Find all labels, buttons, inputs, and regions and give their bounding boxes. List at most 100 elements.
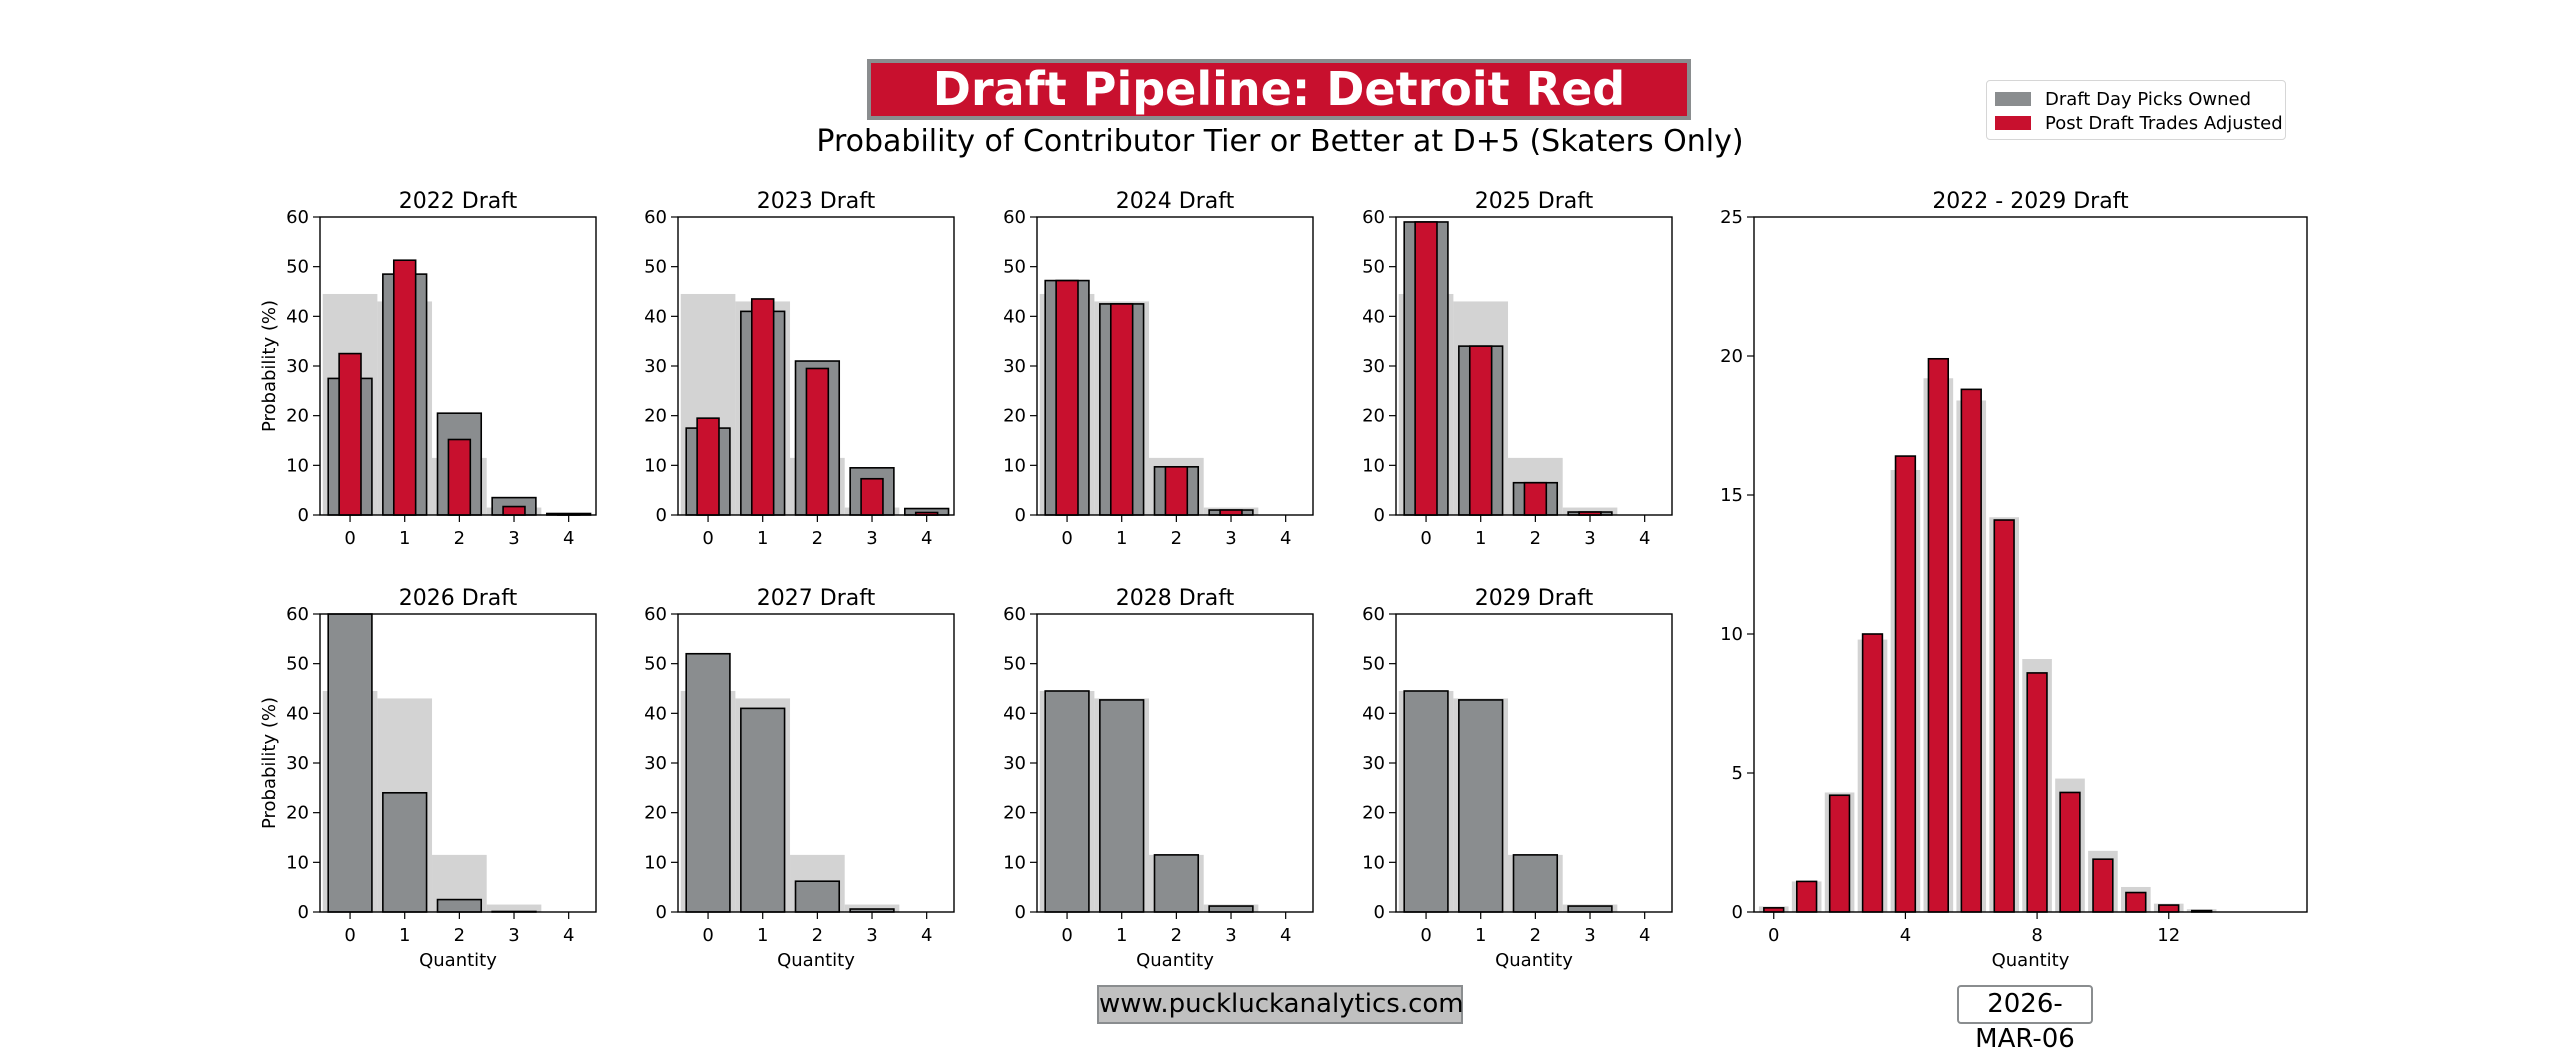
panel-9-bar-adjusted-11: [2126, 893, 2146, 912]
panel-4-xtick-label: 4: [1639, 528, 1650, 549]
panel-3-ytick-label: 60: [1003, 207, 1026, 228]
panel-1-bar-adjusted-2: [448, 440, 470, 515]
panel-6-xtick-label: 1: [757, 925, 768, 946]
panel-9-ytick-label: 0: [1732, 902, 1743, 923]
panel-6-ytick-label: 40: [644, 703, 667, 724]
panel-8-xtick-label: 3: [1584, 925, 1595, 946]
panel-8-ytick-label: 40: [1362, 703, 1385, 724]
panel-6-ytick-label: 30: [644, 753, 667, 774]
panel-3-bar-adjusted-1: [1111, 304, 1133, 515]
panel-7-xtick-label: 2: [1171, 925, 1182, 946]
panel-6-bar-owned-2: [796, 881, 840, 912]
panel-2-xtick-label: 1: [757, 528, 768, 549]
panel-8-ytick-label: 20: [1362, 803, 1385, 824]
panel-3-bar-adjusted-0: [1056, 281, 1078, 515]
panel-6-title: 2027 Draft: [757, 586, 876, 611]
panel-2-ytick-label: 40: [644, 306, 667, 327]
panel-9-title: 2022 - 2029 Draft: [1932, 189, 2129, 214]
panel-3-ytick-label: 20: [1003, 406, 1026, 427]
panel-5-xtick-label: 0: [344, 925, 355, 946]
panel-2-ytick-label: 60: [644, 207, 667, 228]
panel-6-xtick-label: 0: [702, 925, 713, 946]
panel-8-xtick-label: 0: [1420, 925, 1431, 946]
panel-9-ytick-label: 20: [1720, 346, 1743, 367]
panel-8-ytick-label: 30: [1362, 753, 1385, 774]
panel-9-ytick-label: 10: [1720, 624, 1743, 645]
panel-9-bar-adjusted-10: [2093, 859, 2113, 912]
panel-4-title: 2025 Draft: [1475, 189, 1594, 214]
panel-1-ylabel: Probability (%): [259, 300, 280, 432]
panel-1-ytick-label: 40: [286, 306, 309, 327]
panel-3-title: 2024 Draft: [1116, 189, 1235, 214]
website-label: www.puckluckanalytics.com: [1097, 985, 1463, 1024]
panel-3-xtick-label: 2: [1171, 528, 1182, 549]
panel-2-ytick-label: 30: [644, 356, 667, 377]
panel-4-xtick-label: 0: [1420, 528, 1431, 549]
panel-8-xlabel: Quantity: [1495, 950, 1573, 971]
panel-1-bar-adjusted-3: [503, 507, 525, 515]
panel-2-bar-adjusted-3: [861, 479, 883, 515]
panel-6-bar-owned-0: [686, 654, 730, 912]
panel-7-xlabel: Quantity: [1136, 950, 1214, 971]
panel-9-bar-adjusted-6: [1961, 389, 1981, 912]
panel-6-ytick-label: 60: [644, 604, 667, 625]
panel-1-xtick-label: 2: [454, 528, 465, 549]
panel-6-xtick-label: 4: [921, 925, 932, 946]
panel-8-bar-owned-0: [1404, 691, 1448, 912]
panel-4-ytick-label: 50: [1362, 257, 1385, 278]
panel-1-ytick-label: 50: [286, 257, 309, 278]
panel-8-xtick-label: 4: [1639, 925, 1650, 946]
panel-3-ytick-label: 0: [1015, 505, 1026, 526]
panel-4-ytick-label: 40: [1362, 306, 1385, 327]
panel-9-xtick-label: 8: [2031, 925, 2042, 946]
panel-2-bar-adjusted-1: [752, 299, 774, 515]
panel-5-bar-owned-0: [328, 614, 372, 912]
panel-7-ytick-label: 60: [1003, 604, 1026, 625]
panel-2-bar-adjusted-0: [697, 418, 719, 515]
panel-5-ytick-label: 20: [286, 803, 309, 824]
panel-1-xtick-label: 3: [508, 528, 519, 549]
panel-7-ytick-label: 10: [1003, 852, 1026, 873]
panel-8-bar-owned-2: [1514, 855, 1558, 912]
panel-9-xtick-label: 0: [1768, 925, 1779, 946]
panel-8-xtick-label: 2: [1530, 925, 1541, 946]
panel-4-ytick-label: 10: [1362, 455, 1385, 476]
panel-8-title: 2029 Draft: [1475, 586, 1594, 611]
panel-2-ytick-label: 50: [644, 257, 667, 278]
panel-9-ytick-label: 5: [1732, 763, 1743, 784]
panel-4-ytick-label: 0: [1374, 505, 1385, 526]
panel-7-title: 2028 Draft: [1116, 586, 1235, 611]
panel-7-ytick-label: 0: [1015, 902, 1026, 923]
panel-5-ytick-label: 60: [286, 604, 309, 625]
date-label: 2026-MAR-06: [1957, 985, 2093, 1024]
panel-2-xtick-label: 2: [812, 528, 823, 549]
panel-5-bar-owned-1: [383, 793, 427, 912]
panel-2-xtick-label: 3: [866, 528, 877, 549]
panel-7-bar-owned-1: [1100, 700, 1144, 912]
panel-4-bar-adjusted-2: [1524, 483, 1546, 515]
panel-7-bar-owned-0: [1045, 691, 1089, 912]
panel-7-ytick-label: 50: [1003, 654, 1026, 675]
panel-2-ytick-label: 10: [644, 455, 667, 476]
panel-3-ytick-label: 40: [1003, 306, 1026, 327]
panel-4-ytick-label: 30: [1362, 356, 1385, 377]
panel-9-ytick-label: 15: [1720, 485, 1743, 506]
panel-6-ytick-label: 20: [644, 803, 667, 824]
panel-1-bar-adjusted-0: [339, 354, 361, 515]
panel-4-xtick-label: 1: [1475, 528, 1486, 549]
panel-6-xlabel: Quantity: [777, 950, 855, 971]
panel-8-xtick-label: 1: [1475, 925, 1486, 946]
panel-6-ytick-label: 0: [656, 902, 667, 923]
panel-8-ytick-label: 50: [1362, 654, 1385, 675]
panel-9-xtick-label: 4: [1900, 925, 1911, 946]
panel-1-bar-adjusted-1: [394, 260, 416, 515]
panel-5-title: 2026 Draft: [399, 586, 518, 611]
panel-5-ytick-label: 30: [286, 753, 309, 774]
panel-9-bar-adjusted-7: [1994, 520, 2014, 912]
panel-3-ytick-label: 30: [1003, 356, 1026, 377]
panel-9-ytick-label: 25: [1720, 207, 1743, 228]
